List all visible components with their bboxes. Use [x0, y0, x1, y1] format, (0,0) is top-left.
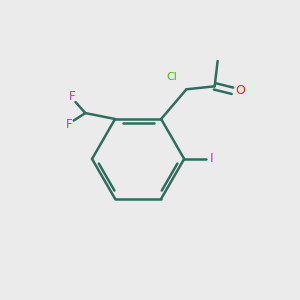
Text: F: F: [66, 118, 72, 131]
Text: O: O: [235, 84, 245, 97]
Text: Cl: Cl: [166, 72, 177, 82]
Text: F: F: [69, 90, 75, 103]
Text: I: I: [210, 152, 214, 165]
